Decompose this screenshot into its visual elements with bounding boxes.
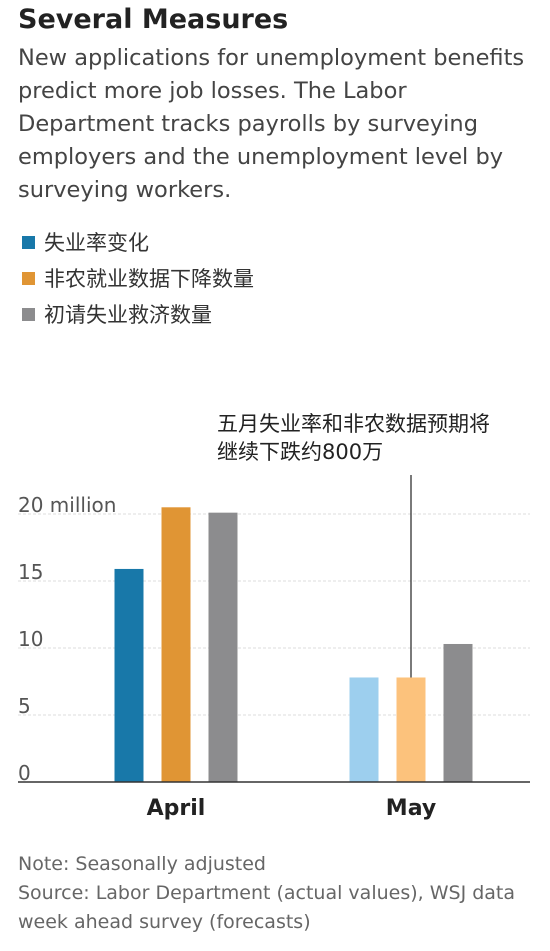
legend-swatch — [22, 307, 35, 321]
legend-swatch — [22, 235, 35, 249]
annotation-line: 继续下跌约800万 — [217, 440, 384, 464]
y-tick-label: 15 — [18, 560, 43, 584]
chart-title: Several Measures — [18, 4, 289, 35]
bar — [208, 512, 238, 782]
footnote: Note: Seasonally adjusted Source: Labor … — [18, 850, 538, 937]
x-tick-label: April — [147, 796, 206, 821]
legend-label: 非农就业数据下降数量 — [44, 267, 254, 291]
note-text: Note: Seasonally adjusted — [18, 853, 266, 875]
legend-item-jobless-claims: 初请失业救济数量 — [22, 296, 254, 332]
y-tick-label: 20 million — [18, 493, 116, 517]
legend-item-payrolls: 非农就业数据下降数量 — [22, 260, 254, 296]
legend-item-unemployment-rate: 失业率变化 — [22, 224, 254, 260]
legend-label: 初请失业救济数量 — [44, 303, 212, 327]
annotation-line: 五月失业率和非农数据预期将 — [217, 412, 490, 436]
bar — [396, 677, 426, 782]
bar — [349, 677, 379, 782]
y-tick-label: 10 — [18, 627, 43, 651]
x-tick-label: May — [386, 796, 436, 821]
forecast-annotation: 五月失业率和非农数据预期将 继续下跌约800万 — [217, 410, 547, 466]
legend-label: 失业率变化 — [44, 231, 149, 255]
bar — [114, 568, 144, 782]
y-tick-label: 0 — [18, 761, 31, 785]
y-tick-label: 5 — [18, 694, 31, 718]
legend-swatch — [22, 271, 35, 285]
bar — [161, 507, 191, 782]
source-text: Source: Labor Department (actual values)… — [18, 882, 516, 933]
legend: 失业率变化 非农就业数据下降数量 初请失业救济数量 — [22, 224, 254, 332]
chart-subtitle: New applications for unemployment benefi… — [18, 45, 525, 203]
bar — [443, 643, 473, 782]
